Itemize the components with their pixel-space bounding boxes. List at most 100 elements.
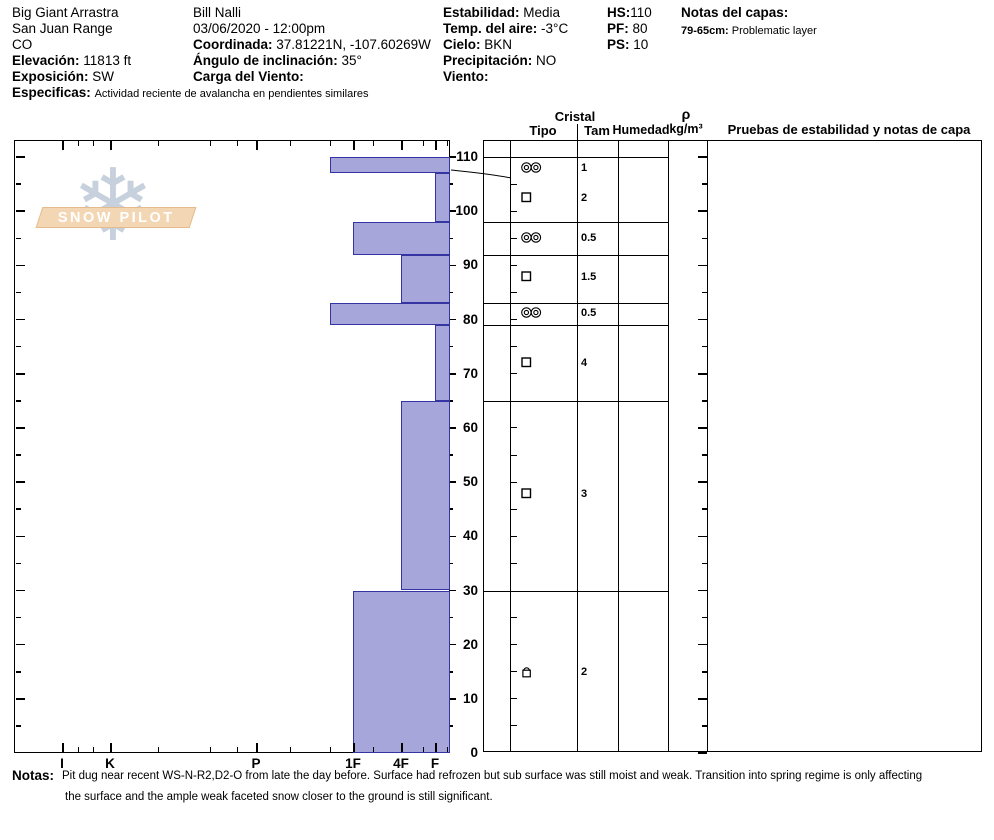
depth-axis-label: 60: [462, 419, 478, 435]
hardness-tick: [401, 743, 403, 752]
hardness-minor-tick: [423, 141, 424, 146]
hardness-bar: [401, 400, 450, 591]
hardness-minor-tick: [447, 747, 448, 752]
ruler-tick: [702, 345, 707, 348]
ruler-tick: [698, 427, 707, 429]
grain-size-value: 2: [581, 191, 588, 204]
row-sub-tick: [511, 698, 517, 700]
ruler-tick: [702, 508, 707, 510]
layer-row-line: [483, 303, 668, 305]
melt-forms-crystal-icon: [520, 306, 546, 320]
facets-crystal-icon: [520, 191, 546, 205]
ruler-tick: [702, 400, 707, 402]
depth-tick: [450, 562, 453, 565]
depth-tick: [15, 156, 25, 158]
hardness-axis-label: I: [60, 756, 64, 771]
depth-tick: [15, 210, 25, 212]
depth-tick: [15, 427, 25, 429]
depth-axis-label: 70: [462, 365, 478, 381]
hardness-minor-tick: [447, 141, 448, 146]
hardness-minor-tick: [237, 747, 238, 752]
col-header-tests: Pruebas de estabilidad y notas de capa: [727, 122, 971, 137]
depth-axis-label: 90: [462, 257, 478, 273]
depth-tick: [450, 210, 456, 212]
row-sub-tick: [511, 725, 517, 727]
layer-notes-title: Notas del capas:: [681, 5, 789, 20]
depth-tick: [450, 400, 453, 402]
depth-tick: [15, 345, 21, 348]
col-header-rho-unit: kg/m³: [669, 122, 703, 136]
col-header-tam: Tam: [584, 123, 610, 138]
observer: Bill Nalli: [193, 5, 242, 20]
hardness-minor-tick: [330, 141, 331, 146]
depth-tick: [15, 562, 21, 565]
row-sub-tick: [511, 319, 517, 320]
depth-tick: [450, 589, 456, 592]
hardness-minor-tick: [330, 747, 331, 752]
depth-tick: [450, 643, 456, 646]
hardness-minor-tick: [93, 141, 94, 146]
hardness-tick: [256, 743, 258, 752]
facets-crystal-icon: [520, 487, 546, 501]
facets-rounding-crystal-icon: [520, 665, 546, 679]
ruler-tick: [698, 535, 707, 537]
row-sub-tick: [511, 427, 517, 429]
snowpilot-logo: ❄ SNOW PILOT: [35, 156, 205, 270]
hardness-axis-label: P: [251, 756, 261, 771]
snowflake-icon: ❄: [71, 147, 155, 264]
ruler-tick: [698, 589, 707, 592]
hardness-minor-tick: [78, 747, 79, 752]
ruler-tick: [698, 210, 707, 212]
hardness-tick: [435, 743, 437, 752]
row-sub-tick: [511, 183, 517, 185]
pit-datetime: 03/06/2020 - 12:00pm: [193, 21, 326, 36]
row-sub-tick: [511, 346, 517, 348]
col-header-cristal: Cristal: [554, 109, 596, 124]
hardness-minor-tick: [210, 141, 211, 146]
hardness-tick: [256, 141, 258, 150]
ruler-tick: [702, 291, 707, 294]
hardness-axis-label: 1F: [345, 756, 361, 771]
layer-row-line: [483, 157, 668, 158]
ruler-tick: [702, 671, 707, 673]
depth-tick: [15, 671, 21, 673]
ruler-tick: [698, 264, 707, 267]
hardness-minor-tick: [158, 747, 159, 752]
ruler-tick: [698, 156, 707, 158]
pit-aspect: Exposición: SW: [12, 69, 115, 84]
ruler-tick: [702, 616, 707, 619]
depth-axis-label: 20: [462, 636, 478, 652]
table-border: [483, 140, 982, 752]
row-sub-tick: [511, 617, 517, 618]
notes-text-line2: the surface and the ample weak faceted s…: [65, 791, 493, 803]
hardness-minor-tick: [210, 747, 211, 752]
pit-specifics: Especificas: Actividad reciente de avala…: [12, 85, 369, 100]
melt-forms-crystal-icon: [520, 231, 546, 245]
hardness-tick: [62, 141, 64, 150]
wind-loading: Carga del Viento:: [193, 69, 304, 84]
hardness-bar: [435, 173, 450, 223]
hardness-tick: [110, 141, 112, 150]
grain-size-value: 4: [581, 356, 588, 369]
ruler-tick: [698, 373, 707, 375]
grain-size-value: 0.5: [581, 232, 597, 245]
depth-tick: [15, 237, 21, 239]
hardness-bar: [401, 254, 450, 304]
ruler-tick: [698, 318, 707, 321]
notes-text-line1: Pit dug near recent WS-N-R2,D2-O from la…: [62, 770, 923, 782]
wind: Viento:: [443, 69, 489, 84]
depth-tick: [15, 698, 25, 700]
depth-tick: [450, 427, 456, 429]
depth-axis-label: 0: [470, 745, 478, 760]
col-header-rho: ρ: [681, 106, 691, 122]
hardness-minor-tick: [373, 747, 374, 752]
depth-tick: [450, 318, 456, 321]
layer-row-line: [483, 222, 668, 223]
notes-label: Notas:: [12, 768, 55, 783]
depth-tick: [15, 373, 25, 375]
layer-row-line: [483, 590, 668, 592]
depth-tick: [450, 508, 453, 510]
depth-tick: [15, 318, 25, 321]
pit-depth-pf: PF: 80: [607, 21, 648, 36]
